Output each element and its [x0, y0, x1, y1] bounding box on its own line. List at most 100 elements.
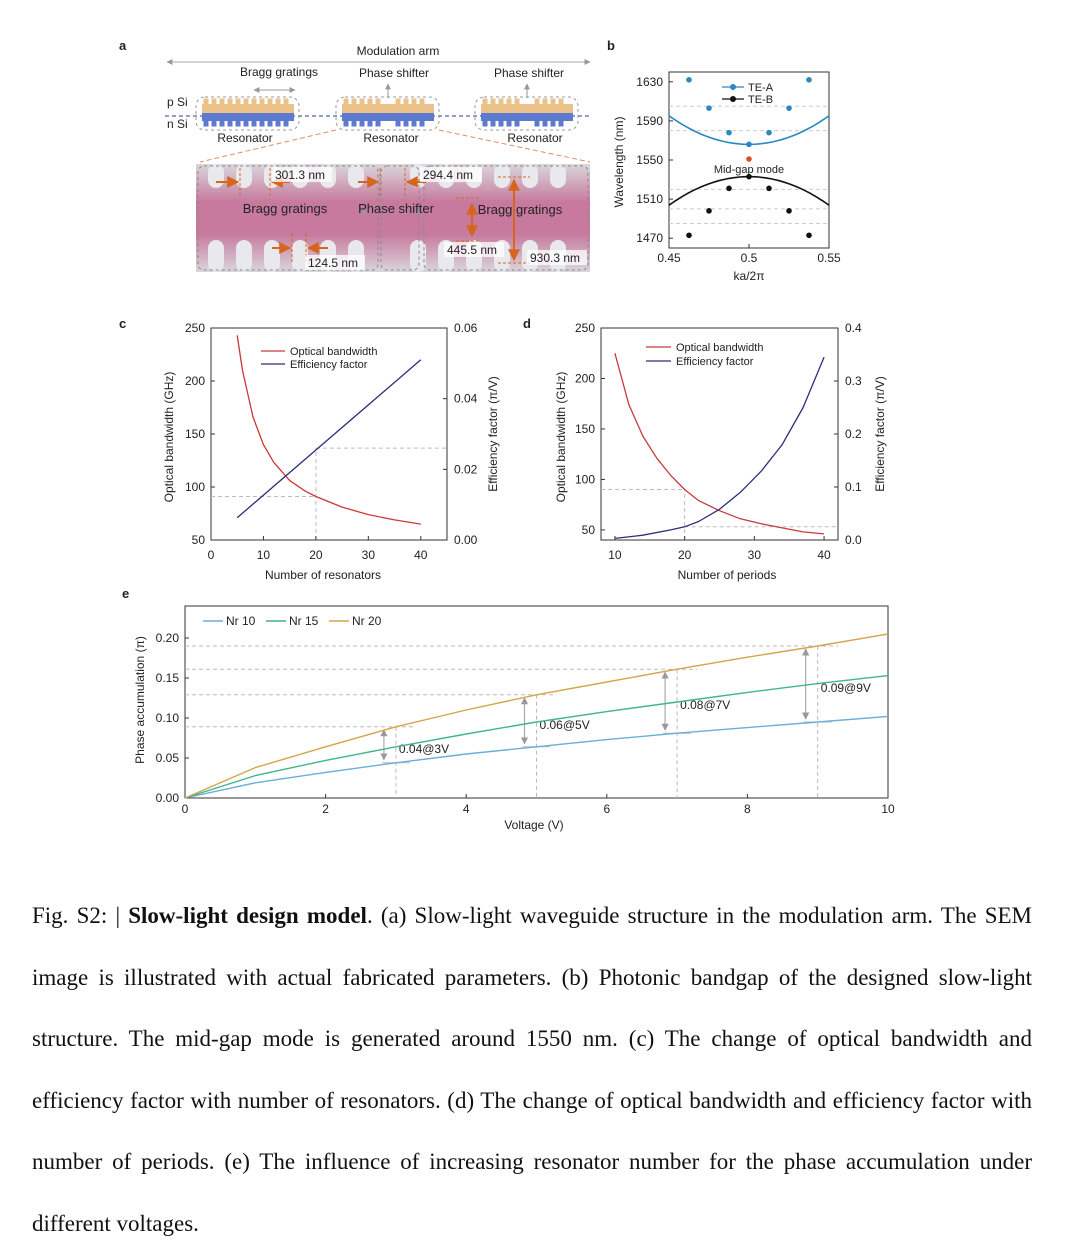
d-y2label: Efficiency factor (π/V) [873, 376, 887, 491]
d-y2tick-label: 0.1 [845, 480, 862, 494]
resonator-block-1 [195, 96, 300, 131]
te-b-point [746, 173, 752, 180]
te-a-curve [668, 115, 830, 146]
c-legend-efficiency: Efficiency factor [290, 359, 368, 371]
c-xtick-label: 10 [257, 548, 271, 562]
sem-bragg-right-label: Bragg gratings [478, 202, 563, 217]
e-legend-nr15: Nr 15 [289, 614, 319, 628]
d-y2tick-label: 0.4 [845, 321, 862, 335]
resonator-label-1: Resonator [217, 131, 272, 145]
c-ytick-label: 50 [192, 533, 206, 547]
c-y2tick-label: 0.06 [454, 321, 478, 335]
figure: a Modulation arm Bragg gratings Phase sh… [119, 38, 895, 832]
e-ytick-label: 0.00 [156, 791, 180, 805]
d-xtick-label: 20 [678, 548, 692, 562]
e-annotation-label: 0.06@5V [540, 718, 590, 732]
c-y2tick-label: 0.02 [454, 462, 478, 476]
d-ytick-label: 50 [582, 523, 596, 537]
d-ylabel: Optical bandwidth (GHz) [554, 372, 568, 503]
e-series-line-2 [184, 674, 889, 799]
d-xtick-label: 30 [748, 548, 762, 562]
modulation-arm-label: Modulation arm [357, 44, 440, 58]
panel-c: c 0 10 20 30 40 50 100 150 200 250 0.00 0.02 0.04 0.0… [119, 316, 500, 582]
e-xtick-label: 6 [603, 802, 610, 816]
resonator-block-3 [474, 83, 579, 131]
legend-te-b: TE-B [748, 94, 773, 106]
d-xlabel: Number of periods [678, 568, 777, 582]
midgap-annotation: Mid-gap mode [714, 164, 784, 176]
figure-caption: Fig. S2: | Slow-light design model. (a) … [32, 885, 1032, 1254]
te-a-point [686, 77, 692, 83]
te-a-point [706, 105, 712, 111]
b-ytick-label: 1630 [636, 75, 663, 89]
e-series-line-3 [184, 633, 889, 799]
e-legend-nr20: Nr 20 [352, 614, 382, 628]
e-annotation-label: 0.09@9V [821, 681, 871, 695]
te-b-point [706, 208, 712, 214]
e-xlabel: Voltage (V) [504, 818, 563, 832]
c-y2tick-label: 0.04 [454, 392, 478, 406]
c-xlabel: Number of resonators [265, 568, 381, 582]
sem-phase-shifter-label: Phase shifter [358, 201, 435, 216]
te-b-point [726, 185, 732, 192]
d-y2tick-label: 0.3 [845, 374, 862, 388]
d-efficiency-line [614, 356, 825, 540]
e-ytick-label: 0.15 [156, 671, 180, 685]
c-ylabel: Optical bandwidth (GHz) [162, 372, 176, 503]
d-ytick-label: 100 [575, 472, 595, 486]
e-xtick-label: 2 [322, 802, 329, 816]
legend-te-a: TE-A [748, 82, 774, 94]
resonator-label-3: Resonator [507, 131, 562, 145]
e-annotation-label: 0.08@7V [680, 698, 730, 712]
panel-e-letter: e [122, 586, 129, 601]
e-annotation-label: 0.04@3V [399, 742, 449, 756]
e-xtick-label: 0 [182, 802, 189, 816]
d-ytick-label: 150 [575, 422, 595, 436]
d-legend-bandwidth: Optical bandwidth [676, 342, 763, 354]
bragg-gratings-label: Bragg gratings [240, 65, 318, 79]
dim-445-label: 445.5 nm [447, 243, 497, 257]
caption-title: Slow-light design model [128, 903, 367, 928]
caption-body: . (a) Slow-light waveguide structure in … [32, 903, 1033, 1236]
c-legend-bandwidth: Optical bandwidth [290, 346, 377, 358]
b-ylabel: Wavelength (nm) [612, 117, 626, 208]
panel-d-letter: d [523, 316, 531, 331]
phase-shifter-label-1: Phase shifter [359, 66, 429, 80]
c-y2tick-label: 0.00 [454, 533, 478, 547]
d-y2tick-label: 0.0 [845, 533, 862, 547]
resonator-label-2: Resonator [363, 131, 418, 145]
b-xtick-label: 0.5 [741, 251, 758, 265]
d-ytick-label: 250 [575, 321, 595, 335]
n-si-label: n Si [167, 117, 188, 131]
e-xtick-label: 4 [463, 802, 470, 816]
te-a-point [766, 129, 772, 136]
midgap-point [746, 156, 752, 162]
te-a-point [806, 77, 812, 83]
b-ytick-label: 1550 [636, 153, 663, 167]
te-b-point [686, 232, 692, 239]
te-a-point [746, 141, 752, 148]
e-ytick-label: 0.20 [156, 631, 180, 645]
c-xtick-label: 30 [362, 548, 376, 562]
dim-930-label: 930.3 nm [530, 251, 580, 265]
b-ytick-label: 1510 [636, 192, 663, 206]
panel-c-letter: c [119, 316, 126, 331]
c-ytick-label: 250 [185, 321, 205, 335]
e-legend-nr10: Nr 10 [226, 614, 256, 628]
d-xtick-label: 40 [817, 548, 831, 562]
te-a-point [726, 129, 732, 136]
te-b-curve [668, 175, 830, 206]
c-ytick-label: 100 [185, 480, 205, 494]
d-ytick-label: 200 [575, 371, 595, 385]
sem-bragg-left-label: Bragg gratings [243, 201, 328, 216]
panel-a: a Modulation arm Bragg gratings Phase sh… [119, 38, 591, 272]
e-series-line-1 [184, 715, 889, 799]
panel-b: b 0.45 0.5 0.55 1470 1510 1550 1590 1630 Mid-ga… [607, 38, 841, 283]
p-si-label: p Si [167, 95, 188, 109]
e-xtick-label: 8 [744, 802, 751, 816]
panel-d: d 10 20 30 40501001502002500.00.10.20.30.4 … [523, 316, 887, 582]
sem-image: 301.3 nm 294.4 nm Bragg gratings Phase s… [196, 164, 590, 272]
d-bandwidth-line [614, 353, 825, 535]
phase-shifter-label-2: Phase shifter [494, 66, 564, 80]
e-ytick-label: 0.05 [156, 751, 180, 765]
